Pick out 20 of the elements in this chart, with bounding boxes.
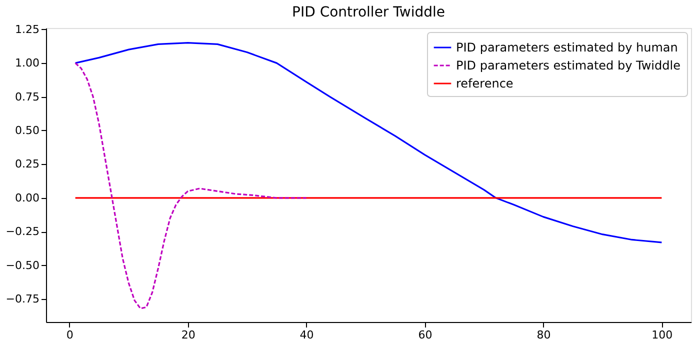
x-tick-label: 40: [300, 328, 314, 342]
y-tick-label: −0.50: [6, 258, 40, 272]
chart-title: PID Controller Twiddle: [292, 4, 445, 20]
x-tick-label: 80: [536, 328, 551, 342]
y-tick-label: 0.25: [15, 158, 40, 171]
legend-label: PID parameters estimated by human: [456, 40, 678, 54]
x-tick-label: 0: [66, 328, 74, 342]
y-tick-label: 0.50: [15, 124, 40, 137]
y-tick-label: 0.75: [15, 90, 40, 104]
y-tick-label: 0.00: [15, 191, 40, 204]
x-tick-label: 60: [418, 328, 432, 342]
x-tick-label: 20: [181, 328, 196, 342]
x-tick-label: 100: [652, 328, 673, 342]
legend-label: reference: [456, 76, 514, 90]
line-series: [74, 62, 308, 310]
y-tick-label: 1.00: [15, 56, 40, 70]
y-tick-label: −0.75: [6, 292, 40, 306]
y-tick-label: −0.25: [6, 225, 40, 238]
legend-label: PID parameters estimated by Twiddle: [456, 58, 680, 72]
y-tick-label: 1.25: [15, 22, 40, 36]
